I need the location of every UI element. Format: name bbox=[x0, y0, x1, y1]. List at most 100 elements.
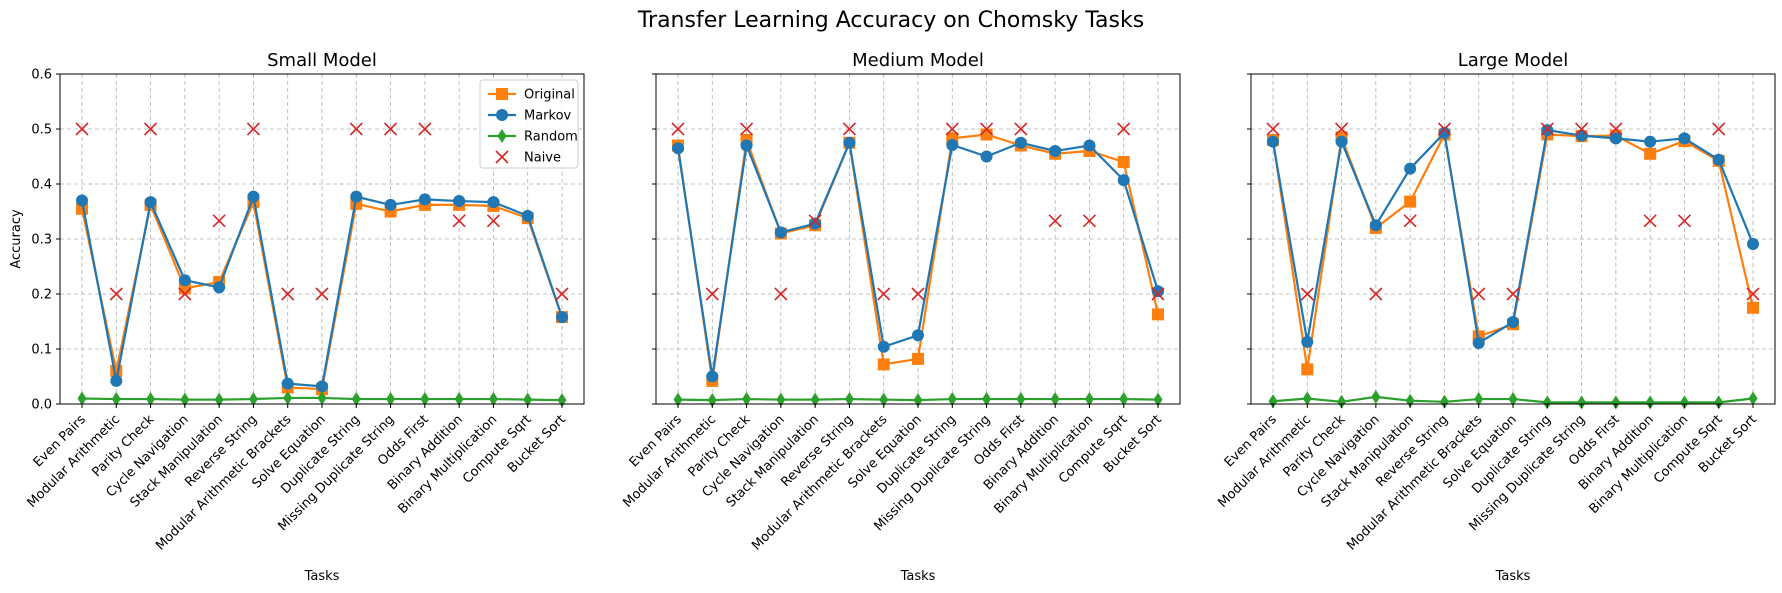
chart-0-series-markov bbox=[76, 190, 568, 393]
chart-1-point-original-7 bbox=[912, 352, 924, 365]
chart-2-point-markov-0 bbox=[1267, 135, 1279, 148]
chart-0-point-naive-1 bbox=[109, 287, 123, 301]
chart-1-point-markov-9 bbox=[980, 150, 993, 163]
chart-0-point-naive-6 bbox=[281, 287, 295, 301]
chart-1-point-markov-1 bbox=[706, 370, 719, 383]
chart-2-point-naive-5 bbox=[1437, 122, 1451, 136]
chart-1-point-naive-6 bbox=[877, 287, 891, 301]
chart-1-point-random-3 bbox=[776, 392, 786, 407]
chart-0-point-random-5 bbox=[248, 392, 258, 407]
chart-2-point-original-11 bbox=[1644, 147, 1657, 160]
chart-0-point-random-2 bbox=[146, 392, 156, 407]
chart-1-point-naive-11 bbox=[1048, 214, 1062, 228]
chart-0-point-random-9 bbox=[386, 392, 396, 407]
chart-0-xlabel: Tasks bbox=[304, 569, 340, 584]
chart-1-point-naive-12 bbox=[1082, 214, 1096, 228]
chart-1-point-markov-14 bbox=[1152, 285, 1164, 298]
chart-0-point-random-1 bbox=[111, 392, 121, 407]
chart-0-point-markov-10 bbox=[418, 193, 431, 206]
chart-1-point-random-9 bbox=[982, 392, 992, 407]
chart-1-point-naive-4 bbox=[808, 214, 822, 228]
chart-2-point-markov-1 bbox=[1301, 335, 1314, 348]
chart-2-point-random-14 bbox=[1748, 391, 1758, 406]
chart-1-point-markov-2 bbox=[740, 139, 753, 152]
chart-0-point-naive-9 bbox=[384, 122, 398, 136]
chart-0-legend-label-markov: Markov bbox=[524, 109, 572, 124]
chart-2-series-naive bbox=[1266, 122, 1760, 301]
chart-1-point-markov-0 bbox=[672, 142, 684, 155]
chart-0-point-random-13 bbox=[523, 392, 533, 407]
chart-0-point-markov-4 bbox=[213, 281, 226, 294]
chart-2-title: Large Model bbox=[1458, 50, 1568, 71]
chart-2-point-original-1 bbox=[1301, 363, 1314, 376]
chart-0-legend-label-original: Original bbox=[524, 88, 575, 103]
chart-2-series-random bbox=[1268, 389, 1758, 410]
chart-1-point-naive-7 bbox=[911, 287, 925, 301]
chart-0-point-random-3 bbox=[180, 392, 190, 407]
chart-0-point-naive-5 bbox=[246, 122, 260, 136]
chart-0-point-naive-7 bbox=[315, 287, 329, 301]
chart-0-legend-label-random: Random bbox=[524, 130, 578, 145]
chart-0-point-naive-2 bbox=[144, 122, 158, 136]
chart-0-point-random-7 bbox=[317, 390, 327, 405]
chart-1-point-markov-13 bbox=[1117, 174, 1130, 187]
chart-2-point-naive-11 bbox=[1643, 214, 1657, 228]
chart-1-series-markov bbox=[672, 136, 1164, 383]
chart-0-ytick-label-1: 0.1 bbox=[31, 343, 52, 358]
chart-1-point-naive-13 bbox=[1117, 122, 1131, 136]
figure-title: Transfer Learning Accuracy on Chomsky Ta… bbox=[637, 8, 1144, 33]
chart-2-point-naive-4 bbox=[1403, 214, 1417, 228]
chart-0-point-naive-14 bbox=[555, 287, 569, 301]
chart-0-point-markov-5 bbox=[247, 190, 260, 203]
chart-2-point-random-0 bbox=[1268, 394, 1278, 409]
chart-2-point-markov-11 bbox=[1644, 135, 1657, 148]
chart-2-point-naive-1 bbox=[1300, 287, 1314, 301]
chart-1-point-random-0 bbox=[673, 392, 683, 407]
chart-1-point-random-12 bbox=[1084, 392, 1094, 407]
chart-1-point-markov-5 bbox=[843, 136, 856, 149]
chart-2-xlabel: Tasks bbox=[1495, 569, 1531, 584]
chart-1-title: Medium Model bbox=[852, 50, 984, 71]
chart-2-point-random-12 bbox=[1679, 395, 1689, 410]
chart-1-point-random-2 bbox=[742, 392, 752, 407]
chart-1-point-markov-6 bbox=[877, 340, 890, 353]
chart-2-point-random-9 bbox=[1577, 395, 1587, 410]
chart-2-point-markov-5 bbox=[1438, 126, 1451, 139]
chart-2-point-markov-12 bbox=[1678, 132, 1691, 145]
chart-2-point-random-5 bbox=[1439, 394, 1449, 409]
chart-2-point-random-2 bbox=[1337, 394, 1347, 409]
chart-0-point-random-4 bbox=[214, 392, 224, 407]
chart-2-point-markov-10 bbox=[1609, 132, 1622, 145]
chart-0-point-markov-9 bbox=[384, 198, 397, 211]
chart-2-point-naive-7 bbox=[1506, 287, 1520, 301]
chart-2-point-markov-2 bbox=[1335, 135, 1348, 148]
chart-2-point-markov-9 bbox=[1575, 129, 1588, 142]
chart-2-point-random-10 bbox=[1611, 395, 1621, 410]
chart-1-point-random-14 bbox=[1153, 392, 1163, 407]
chart-0-point-random-10 bbox=[420, 392, 430, 407]
chart-0-point-naive-12 bbox=[486, 214, 500, 228]
chart-2-point-random-6 bbox=[1474, 392, 1484, 407]
chart-1-point-original-9 bbox=[980, 128, 993, 141]
chart-2-point-random-1 bbox=[1302, 391, 1312, 406]
chart-1-point-random-6 bbox=[879, 392, 889, 407]
chart-0-legend-marker-random bbox=[497, 129, 507, 143]
chart-2-point-markov-3 bbox=[1369, 219, 1382, 232]
chart-0-point-markov-14 bbox=[556, 311, 568, 324]
chart-1-point-naive-10 bbox=[1014, 122, 1028, 136]
chart-1-point-original-14 bbox=[1152, 308, 1164, 321]
chart-1-point-naive-8 bbox=[945, 122, 959, 136]
chart-1-point-original-6 bbox=[877, 358, 890, 371]
chart-1-point-random-4 bbox=[810, 392, 820, 407]
chart-0-point-random-6 bbox=[283, 390, 293, 405]
chart-0-point-markov-7 bbox=[316, 380, 328, 393]
chart-1-point-naive-0 bbox=[671, 122, 685, 136]
chart-2-point-naive-14 bbox=[1746, 287, 1760, 301]
chart-1-point-random-13 bbox=[1119, 392, 1129, 407]
chart-0-point-markov-12 bbox=[487, 196, 500, 209]
chart-0-point-markov-1 bbox=[110, 374, 123, 387]
chart-1-series-naive bbox=[671, 122, 1165, 301]
